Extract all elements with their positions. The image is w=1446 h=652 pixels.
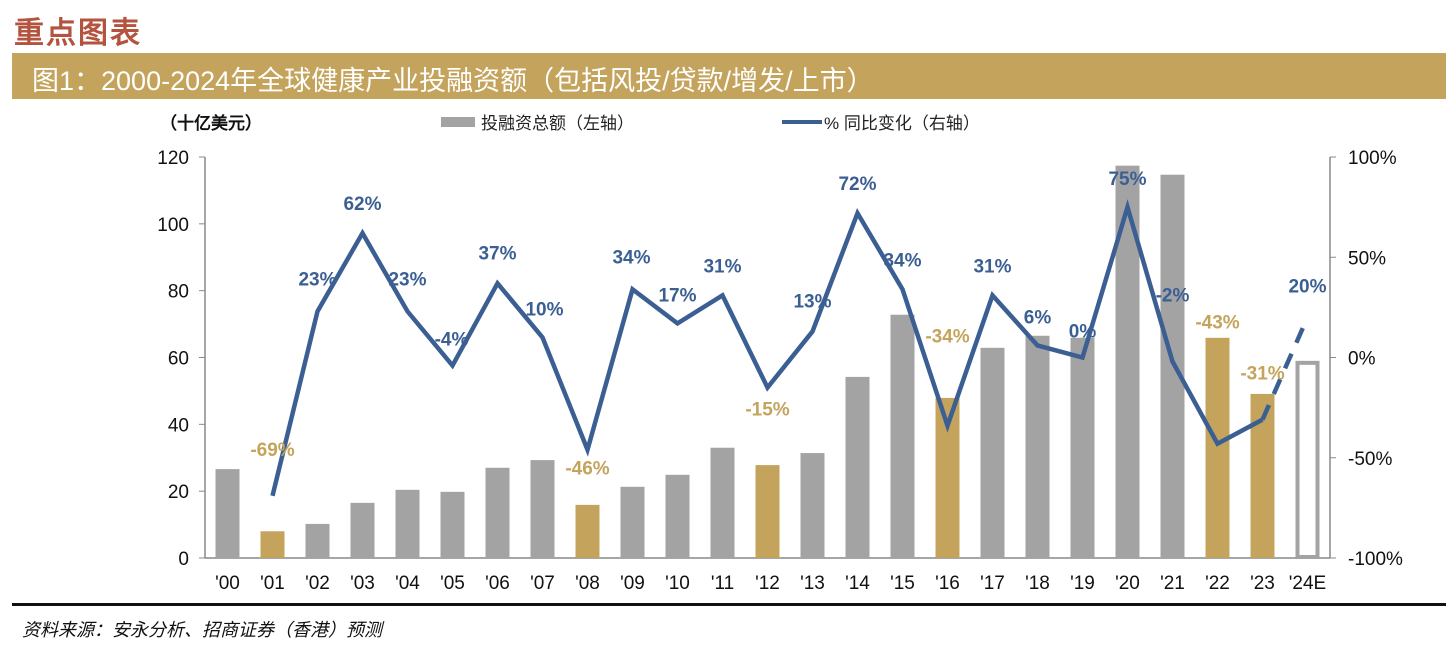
yoy-data-label: 62% bbox=[343, 194, 381, 215]
bar bbox=[1205, 337, 1230, 558]
x-axis-tick-label: '06 bbox=[485, 573, 510, 594]
right-axis-tick-label: -100% bbox=[1348, 549, 1403, 570]
x-axis-tick-label: '15 bbox=[890, 573, 915, 594]
yoy-data-label: -31% bbox=[1240, 364, 1284, 385]
x-axis-tick-label: '03 bbox=[350, 573, 375, 594]
bar bbox=[530, 460, 555, 558]
legend-item-bar: 投融资总额（左轴） bbox=[441, 109, 634, 134]
bar bbox=[215, 469, 240, 558]
legend-label-bar: 投融资总额（左轴） bbox=[481, 114, 634, 133]
yoy-data-label: 72% bbox=[838, 174, 876, 195]
left-axis-tick-label: 120 bbox=[157, 148, 189, 169]
figure-title-banner: 图1：2000-2024年全球健康产业投融资额（包括风投/贷款/增发/上市） bbox=[12, 53, 1446, 99]
bar bbox=[1115, 165, 1140, 558]
left-axis-tick-label: 80 bbox=[168, 282, 189, 303]
yoy-data-label: 31% bbox=[973, 256, 1011, 277]
yoy-data-label: 20% bbox=[1288, 276, 1326, 297]
yoy-data-label: 6% bbox=[1024, 307, 1052, 328]
yoy-data-label: 23% bbox=[388, 269, 426, 290]
yoy-data-label: -15% bbox=[745, 400, 789, 421]
x-axis-tick-label: '24E bbox=[1289, 573, 1326, 594]
right-axis-tick-label: 0% bbox=[1348, 349, 1376, 370]
bar bbox=[485, 467, 510, 558]
bar bbox=[800, 453, 825, 558]
yoy-change-line-estimate bbox=[1260, 316, 1310, 421]
yoy-data-label: 75% bbox=[1108, 169, 1146, 190]
yoy-data-label: 34% bbox=[612, 247, 650, 268]
section-title: 重点图表 bbox=[14, 16, 142, 51]
x-axis-tick-label: '12 bbox=[755, 573, 780, 594]
yoy-change-line bbox=[270, 199, 1264, 497]
bar bbox=[755, 465, 780, 558]
x-axis-tick-label: '01 bbox=[260, 573, 285, 594]
left-axis-unit-label: （十亿美元） bbox=[160, 114, 262, 133]
bar bbox=[1160, 174, 1185, 559]
x-axis-tick-label: '17 bbox=[980, 573, 1005, 594]
yoy-data-label: -46% bbox=[565, 459, 609, 480]
right-axis-tick-label: -50% bbox=[1348, 449, 1392, 470]
yoy-data-label: -69% bbox=[250, 440, 294, 461]
x-axis-tick-label: '09 bbox=[620, 573, 645, 594]
yoy-data-label: -4% bbox=[435, 330, 469, 351]
x-axis-tick-label: '14 bbox=[845, 573, 870, 594]
legend-label-line: % 同比变化（右轴） bbox=[824, 114, 980, 133]
bar bbox=[260, 531, 285, 558]
bar bbox=[305, 523, 330, 558]
bar bbox=[575, 504, 600, 558]
left-axis-tick-label: 60 bbox=[168, 349, 189, 370]
left-axis-tick-label: 100 bbox=[157, 215, 189, 236]
legend-item-line: % 同比变化（右轴） bbox=[782, 109, 980, 134]
source-note: 资料来源：安永分析、招商证券（香港）预测 bbox=[22, 620, 382, 641]
bar bbox=[980, 347, 1005, 558]
yoy-data-label: -34% bbox=[925, 327, 969, 348]
yoy-data-label: 13% bbox=[793, 291, 831, 312]
x-axis-tick-label: '13 bbox=[800, 573, 825, 594]
right-axis-tick-label: 100% bbox=[1348, 148, 1397, 169]
figure-title: 图1：2000-2024年全球健康产业投融资额（包括风投/贷款/增发/上市） bbox=[32, 66, 874, 96]
x-axis-tick-label: '16 bbox=[935, 573, 960, 594]
yoy-data-label: 31% bbox=[703, 256, 741, 277]
x-axis-tick-label: '18 bbox=[1025, 573, 1050, 594]
bar bbox=[350, 502, 375, 558]
x-axis-tick-label: '08 bbox=[575, 573, 600, 594]
x-axis-tick-label: '22 bbox=[1205, 573, 1230, 594]
bar bbox=[1070, 337, 1095, 558]
bar bbox=[665, 474, 690, 558]
legend-swatch-line bbox=[782, 119, 822, 124]
left-axis-tick-label: 20 bbox=[168, 482, 189, 503]
yoy-data-label: 37% bbox=[478, 243, 516, 264]
x-axis-tick-label: '02 bbox=[305, 573, 330, 594]
bar bbox=[710, 447, 735, 558]
yoy-data-label: 17% bbox=[658, 285, 696, 306]
x-axis-tick-label: '04 bbox=[395, 573, 420, 594]
footer-rule bbox=[12, 603, 1446, 606]
x-axis-tick-label: '10 bbox=[665, 573, 690, 594]
bar bbox=[890, 314, 915, 558]
x-axis-tick-label: '20 bbox=[1115, 573, 1140, 594]
yoy-data-label: 0% bbox=[1069, 322, 1097, 343]
x-axis-tick-label: '21 bbox=[1160, 573, 1185, 594]
yoy-data-label: 23% bbox=[298, 269, 336, 290]
left-axis-tick-label: 0 bbox=[178, 549, 189, 570]
bar bbox=[845, 376, 870, 558]
x-axis-tick-label: '11 bbox=[711, 573, 734, 594]
x-axis-tick-label: '07 bbox=[530, 573, 555, 594]
left-axis-tick-label: 40 bbox=[168, 415, 189, 436]
x-axis-tick-label: '23 bbox=[1250, 573, 1275, 594]
bar-estimate bbox=[1295, 360, 1320, 560]
bar bbox=[395, 489, 420, 558]
yoy-data-label: 34% bbox=[883, 250, 921, 271]
yoy-data-label: -2% bbox=[1156, 286, 1190, 307]
bar bbox=[440, 491, 465, 558]
x-axis-tick-label: '19 bbox=[1070, 573, 1095, 594]
bar bbox=[620, 486, 645, 558]
bar bbox=[1025, 335, 1050, 558]
right-axis-tick-label: 50% bbox=[1348, 248, 1386, 269]
yoy-data-label: 10% bbox=[525, 299, 563, 320]
x-axis-tick-label: '05 bbox=[440, 573, 465, 594]
yoy-data-label: -43% bbox=[1195, 313, 1239, 334]
legend-swatch-bar bbox=[441, 116, 475, 127]
x-axis-tick-label: '00 bbox=[215, 573, 240, 594]
